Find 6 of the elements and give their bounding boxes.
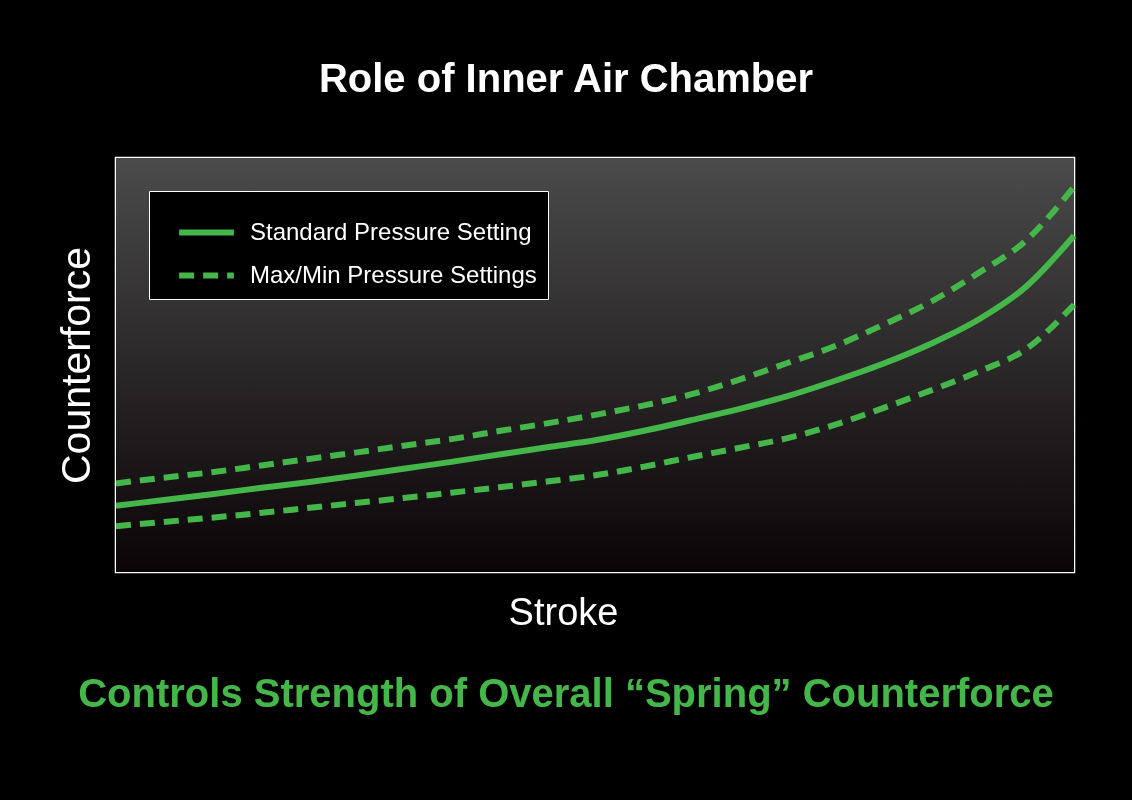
text: Controls Strength of Overall “Spring” Counterforce	[78, 671, 1054, 715]
y-axis-title: Counterforce	[52, 246, 99, 485]
legend-label: Max/Min Pressure Settings	[250, 260, 537, 288]
x-axis-title: Stroke	[508, 590, 619, 633]
chart-title: Role of Inner Air Chamber	[318, 56, 814, 100]
legend-label: Standard Pressure Setting	[250, 217, 532, 245]
